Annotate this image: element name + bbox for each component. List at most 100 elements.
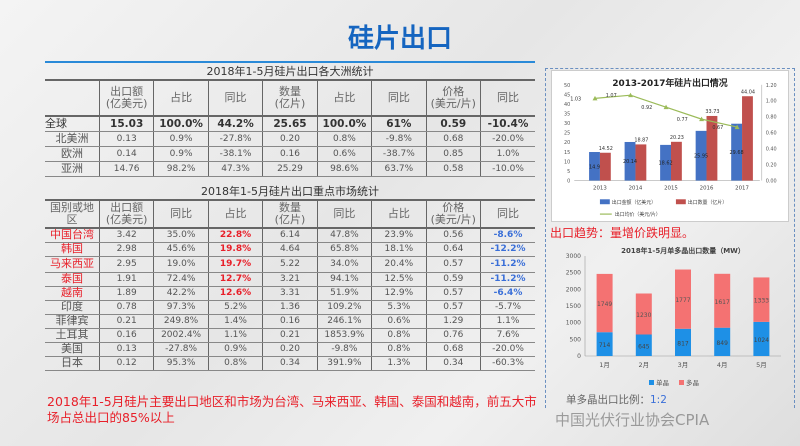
cell-value: -9.8%	[316, 342, 372, 357]
bar-export-quantity	[742, 96, 753, 181]
row-label: 北美洲	[45, 131, 100, 147]
cell-value: -27.8%	[153, 342, 209, 357]
price-marker	[699, 116, 705, 122]
row-label: 菲律宾	[45, 314, 100, 329]
cell-value: 100.0%	[153, 116, 209, 132]
column-header: 占比	[153, 80, 209, 117]
y2-tick-label: 0.20	[766, 163, 777, 169]
cell-value: 51.9%	[316, 286, 372, 301]
cell-value: 1.4%	[207, 314, 263, 329]
column-header: 占比	[371, 200, 427, 229]
table-row: 马来西亚 2.95 19.0% 19.7% 5.22 34.0% 20.4% 0.57 -11.…	[45, 256, 535, 273]
cell-value: 3.42	[98, 228, 154, 243]
price-marker	[628, 92, 633, 98]
cell-value: 0.59	[425, 116, 481, 132]
column-header: 出口额 (亿美元)	[98, 80, 154, 117]
y2-tick-label: 0.40	[766, 147, 777, 153]
cell-value: 0.6%	[371, 314, 427, 329]
cell-value: 249.8%	[153, 314, 209, 329]
column-header: 数量 (亿片)	[262, 80, 318, 117]
cell-value: -27.8%	[207, 131, 263, 147]
cell-value: 0.16	[262, 314, 318, 329]
table-row: 泰国 1.91 72.4% 12.7% 3.21 94.1% 12.5% 0.59 -11.2%	[45, 272, 535, 287]
cell-value: -38.1%	[207, 146, 263, 162]
continent-stats-table: 2018年1-5月硅片出口各大洲统计 出口额 (亿美元) 占比 同比 数量 (亿片) 占比…	[45, 64, 535, 177]
cell-value: 20.4%	[371, 256, 427, 273]
cell-value: 0.13	[98, 131, 154, 147]
data-label: 14.52	[599, 146, 613, 152]
cell-value: 0.16	[98, 328, 154, 343]
data-label: 1749	[597, 301, 612, 308]
y-tick-label: 1500	[566, 303, 581, 310]
chart-title: 2018年1-5月单多晶出口数量（MW）	[621, 246, 745, 255]
y-tick-label: 1000	[566, 320, 581, 327]
cell-value: 0.21	[98, 314, 154, 329]
y-tick-label: 500	[570, 336, 582, 343]
column-header	[45, 80, 100, 117]
y2-tick-label: 0.80	[766, 115, 777, 121]
cell-value: 0.57	[425, 300, 481, 315]
y-tick-label: 3000	[566, 253, 581, 260]
cell-value: 0.58	[425, 161, 481, 177]
cell-value: 246.1%	[316, 314, 372, 329]
bar-mono	[714, 327, 731, 356]
cell-value: 1.3%	[371, 356, 427, 371]
cell-value: 12.6%	[207, 286, 263, 301]
column-header: 同比	[316, 200, 372, 229]
column-header: 同比	[480, 80, 535, 117]
y-tick-label: 2000	[566, 286, 581, 293]
x-tick-label: 2014	[629, 185, 643, 191]
page-title: 硅片出口	[347, 24, 452, 54]
column-header: 国别或地区	[45, 200, 100, 229]
bar-export-quantity	[706, 115, 718, 181]
data-label: 0.67	[712, 125, 723, 131]
row-label: 美国	[45, 342, 100, 357]
cell-value: 35.0%	[153, 228, 209, 243]
column-header: 同比	[153, 200, 209, 229]
cell-value: 109.2%	[316, 300, 372, 315]
cell-value: 2.95	[98, 256, 154, 273]
cell-value: 6.14	[262, 228, 318, 243]
cell-value: 0.56	[425, 228, 481, 243]
table-row: 亚洲 14.76 98.2% 47.3% 25.29 98.6% 63.7% 0.58 -10.…	[45, 161, 535, 177]
data-label: 1.07	[606, 93, 617, 99]
y-tick-label: 50	[564, 83, 570, 89]
row-label: 越南	[45, 286, 100, 301]
cell-value: 98.2%	[153, 161, 209, 177]
data-label: 18.62	[659, 161, 673, 167]
table-row: 全球 15.03 100.0% 44.2% 25.65 100.0% 61% 0.59 -10.…	[45, 116, 535, 132]
cell-value: 0.8%	[316, 131, 372, 147]
price-marker	[734, 124, 740, 130]
cell-value: -12.2%	[480, 242, 535, 257]
column-header: 占比	[316, 80, 372, 117]
y-tick-label: 45	[564, 92, 570, 98]
cell-value: -11.2%	[480, 272, 535, 287]
cell-value: 63.7%	[371, 161, 427, 177]
bar-export-quantity	[599, 152, 611, 181]
cell-value: 0.9%	[153, 146, 209, 162]
cell-value: 1.1%	[207, 328, 263, 343]
data-label: 18.87	[634, 137, 648, 143]
cell-value: -20.0%	[480, 342, 535, 357]
cell-value: 12.7%	[207, 272, 263, 287]
table-row: 越南 1.89 42.2% 12.6% 3.31 51.9% 12.9% 0.57 -6.4%	[45, 286, 535, 301]
y-tick-label: 40	[564, 102, 570, 108]
cell-value: 0.14	[98, 146, 154, 162]
bar-export-value	[660, 144, 671, 181]
data-label: 1230	[636, 312, 651, 319]
data-label: 817	[677, 340, 689, 347]
right-panel	[545, 68, 795, 408]
bar-export-value	[695, 130, 707, 181]
cell-value: 95.3%	[153, 356, 209, 371]
legend-swatch-value	[599, 199, 610, 205]
bar-export-value	[589, 152, 600, 181]
row-label: 印度	[45, 300, 100, 315]
row-label: 马来西亚	[45, 256, 100, 273]
cell-value: 1.1%	[480, 314, 535, 329]
cell-value: 0.34	[262, 356, 318, 371]
bar-export-value	[731, 123, 743, 181]
row-label: 泰国	[45, 272, 100, 287]
export-trend-chart: 2013-2017年硅片出口情况 0 5 10 15 20 25 30 35 40 45 50 0.00…	[551, 70, 789, 222]
cell-value: -38.7%	[371, 146, 427, 162]
bar-export-quantity	[635, 144, 647, 181]
